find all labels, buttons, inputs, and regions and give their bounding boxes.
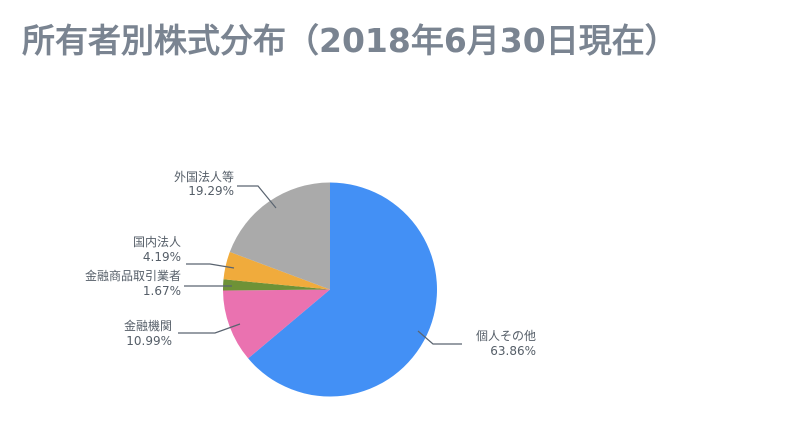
label-domestic-corp-value: 4.19% <box>143 250 181 264</box>
leader-line-domestic-corp <box>186 263 235 269</box>
slice-securities-firms <box>222 279 330 291</box>
slice-foreign-corp <box>229 182 330 290</box>
label-foreign-corp-value: 19.29% <box>188 184 234 198</box>
label-financial-institutions-value: 10.99% <box>126 334 172 348</box>
slice-individual <box>248 182 437 397</box>
leader-line-individual <box>417 330 462 345</box>
chart-title: 所有者別株式分布（2018年6月30日現在） <box>22 21 678 60</box>
label-individual-value: 63.86% <box>490 344 536 358</box>
leader-line-financial-institutions <box>178 323 241 334</box>
label-foreign-corp-name: 外国法人等 <box>174 170 234 184</box>
slice-domestic-corp <box>223 251 330 290</box>
label-securities-firms-value: 1.67% <box>143 284 181 298</box>
label-securities-firms-name: 金融商品取引業者 <box>85 268 181 283</box>
leader-lines <box>178 185 462 345</box>
label-individual-name: 個人その他 <box>476 329 536 343</box>
leader-line-foreign-corp <box>237 185 277 209</box>
label-domestic-corp-name: 国内法人 <box>133 235 181 249</box>
label-financial-institutions-name: 金融機関 <box>124 318 172 333</box>
slice-labels: 外国法人等 19.29% 国内法人 4.19% 金融商品取引業者 1.67% 金… <box>85 170 536 358</box>
pie-slices <box>222 182 437 397</box>
slice-financial-institutions <box>223 289 330 359</box>
